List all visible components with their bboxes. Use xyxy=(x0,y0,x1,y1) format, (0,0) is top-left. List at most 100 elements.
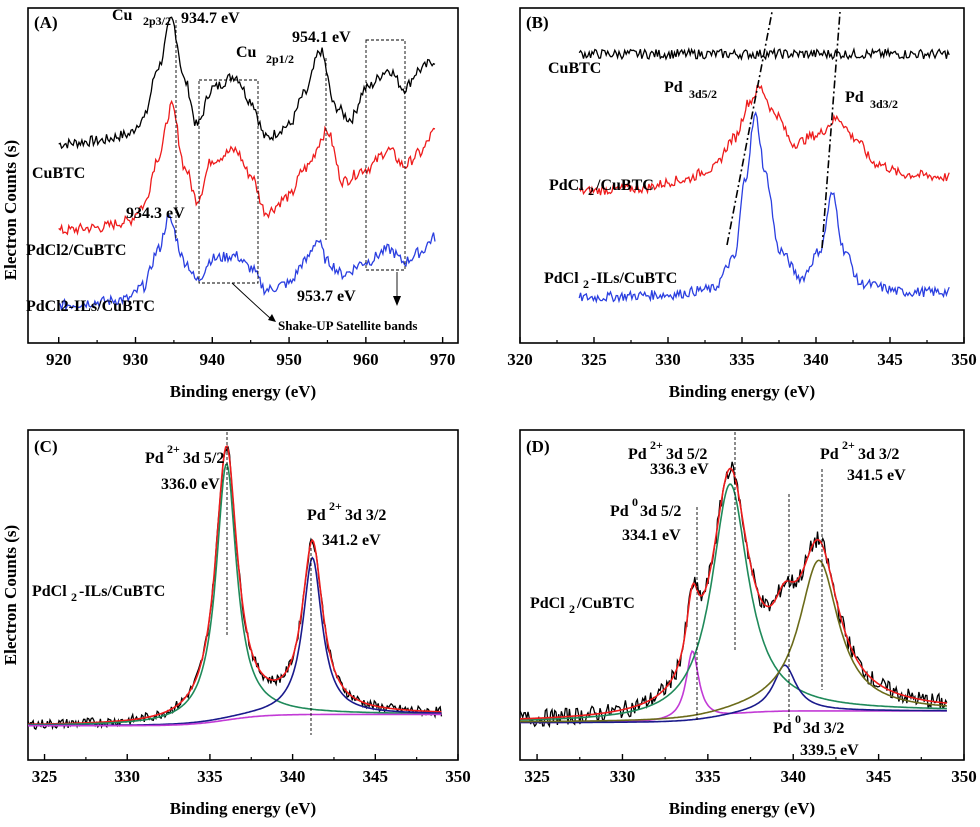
panel-b-xlabel: Binding energy (eV) xyxy=(669,382,815,401)
svg-text:/CuBTC: /CuBTC xyxy=(595,177,654,194)
panel-c-xaxis: 325 330 335 340 345 350 xyxy=(32,754,471,786)
svg-text:-ILs/CuBTC: -ILs/CuBTC xyxy=(591,270,677,287)
panel-a-ann-e2: 954.1 eV xyxy=(292,29,351,46)
panel-d-ann-3: Pd 0 3d 5/2 334.1 eV xyxy=(610,495,681,544)
svg-text:3d 5/2: 3d 5/2 xyxy=(183,450,224,467)
panel-d-label: (D) xyxy=(526,437,550,456)
panel-d-xaxis: 325 330 335 340 345 350 xyxy=(524,754,977,786)
panel-b-guides xyxy=(726,11,841,249)
panel-a-frame xyxy=(27,7,459,344)
panel-a: (A) Binding energy (eV) Electron Counts … xyxy=(1,7,459,401)
panel-a-xtick-label: 920 xyxy=(46,350,72,369)
panel-a-series-label-ils: PdCl2-ILs/CuBTC xyxy=(26,298,155,315)
svg-text:341.5 eV: 341.5 eV xyxy=(847,467,906,484)
panel-d-ann-1: Pd 2+ 3d 5/2 336.3 eV xyxy=(628,438,709,478)
panel-d-fit-olive xyxy=(520,559,947,723)
panel-a-guides xyxy=(175,20,406,322)
svg-text:Pd: Pd xyxy=(307,507,326,524)
panel-a-label: (A) xyxy=(34,13,58,32)
panel-a-xtick-label: 930 xyxy=(123,350,149,369)
panel-b-ann-pd35-sub: 3d5/2 xyxy=(689,87,717,101)
panel-a-xlabel: Binding energy (eV) xyxy=(170,382,316,401)
panel-d-fit-navy xyxy=(520,664,947,724)
svg-text:3d 5/2: 3d 5/2 xyxy=(640,503,681,520)
panel-c: (C) Binding energy (eV) Electron Counts … xyxy=(1,429,471,818)
svg-text:2: 2 xyxy=(583,277,589,291)
panel-d-xlabel: Binding energy (eV) xyxy=(669,799,815,818)
svg-text:3d 3/2: 3d 3/2 xyxy=(345,507,386,524)
svg-text:PdCl: PdCl xyxy=(544,270,579,287)
svg-text:PdCl: PdCl xyxy=(530,595,565,612)
svg-text:PdCl: PdCl xyxy=(32,583,67,600)
panel-d-xtick-label: 350 xyxy=(951,767,977,786)
panel-a-series-black xyxy=(58,16,436,150)
panel-a-xtick-label: 960 xyxy=(353,350,379,369)
panel-b-xtick-label: 340 xyxy=(803,350,829,369)
svg-text:336.3 eV: 336.3 eV xyxy=(650,461,709,478)
svg-text:0: 0 xyxy=(795,712,801,726)
panel-c-frame xyxy=(27,429,459,761)
svg-text:341.2 eV: 341.2 eV xyxy=(322,532,381,549)
panel-d-ann-4: Pd 0 3d 3/2 339.5 eV xyxy=(773,712,859,759)
panel-d: (D) Binding energy (eV) 325 330 335 340 345 3… xyxy=(519,429,977,818)
panel-c-xtick-label: 350 xyxy=(445,767,471,786)
panel-a-series-blue xyxy=(58,214,436,312)
panel-a-ann-e3: 934.3 eV xyxy=(126,205,185,222)
panel-b-xtick-label: 350 xyxy=(951,350,977,369)
panel-c-label: (C) xyxy=(34,437,58,456)
panel-b: (B) Binding energy (eV) 320 325 330 335 340 3… xyxy=(507,7,977,401)
svg-text:/CuBTC: /CuBTC xyxy=(576,595,635,612)
panel-c-xlabel: Binding energy (eV) xyxy=(170,799,316,818)
panel-c-guides xyxy=(226,432,312,735)
panel-b-ann-pd33-sub: 3d3/2 xyxy=(870,97,898,111)
panel-a-xtick-label: 970 xyxy=(430,350,456,369)
panel-d-ann-sample: PdCl 2 /CuBTC xyxy=(530,595,635,616)
panel-a-xaxis: 920 930 940 950 960 970 xyxy=(46,337,455,369)
panel-c-xtick-label: 335 xyxy=(197,767,223,786)
panel-d-frame xyxy=(519,429,965,761)
panel-b-ann-cubtc: CuBTC xyxy=(548,60,601,77)
svg-text:2: 2 xyxy=(588,184,594,198)
panel-d-xtick-label: 325 xyxy=(524,767,550,786)
panel-a-ann-cu2p32-sub: 2p3/2 xyxy=(143,14,171,28)
panel-c-ann-2: Pd 2+ 3d 3/2 341.2 eV xyxy=(307,499,386,549)
panel-d-xtick-label: 335 xyxy=(695,767,721,786)
panel-a-ann-shake: Shake-UP Satellite bands xyxy=(278,318,417,333)
svg-text:2+: 2+ xyxy=(329,499,342,513)
panel-d-fit-red xyxy=(520,467,947,720)
panel-a-ann-cu2p12-sub: 2p1/2 xyxy=(266,52,294,66)
svg-text:2+: 2+ xyxy=(167,442,180,456)
svg-text:3d 3/2: 3d 3/2 xyxy=(803,720,844,737)
panel-a-plot xyxy=(58,16,436,312)
panel-c-ylabel: Electron Counts (s) xyxy=(1,525,20,665)
panel-b-series-black xyxy=(578,46,950,62)
panel-b-plot xyxy=(578,46,950,304)
panel-c-fit-magenta xyxy=(28,713,442,727)
panel-c-xtick-label: 345 xyxy=(363,767,389,786)
panel-b-xtick-label: 320 xyxy=(507,350,533,369)
panel-a-series-red xyxy=(58,99,436,236)
panel-d-guides xyxy=(696,432,823,720)
panel-c-ann-sample: PdCl 2 -ILs/CuBTC xyxy=(32,583,165,604)
panel-b-xaxis: 320 325 330 335 340 345 350 xyxy=(507,337,977,369)
svg-text:Pd: Pd xyxy=(773,720,792,737)
svg-text:3d 3/2: 3d 3/2 xyxy=(858,446,899,463)
panel-c-plot xyxy=(27,444,443,731)
svg-text:2+: 2+ xyxy=(842,438,855,452)
panel-b-series-red xyxy=(578,84,950,196)
panel-c-xtick-label: 340 xyxy=(280,767,306,786)
panel-a-ylabel: Electron Counts (s) xyxy=(1,140,20,280)
panel-b-ann-pd33: Pd xyxy=(845,89,864,106)
panel-b-label: (B) xyxy=(526,13,549,32)
panel-b-ann-ils: PdCl 2 -ILs/CuBTC xyxy=(544,270,677,291)
svg-text:334.1 eV: 334.1 eV xyxy=(622,527,681,544)
panel-a-ann-cu2p12: Cu xyxy=(236,44,257,61)
panel-c-ann-1: Pd 2+ 3d 5/2 336.0 eV xyxy=(145,442,224,493)
panel-c-xtick-label: 325 xyxy=(32,767,58,786)
panel-a-ann-e1: 934.7 eV xyxy=(181,10,240,27)
panel-d-plot xyxy=(519,461,948,729)
panel-b-series-blue xyxy=(578,111,950,304)
svg-text:0: 0 xyxy=(632,495,638,509)
panel-a-xtick-label: 940 xyxy=(200,350,226,369)
svg-text:Pd: Pd xyxy=(610,503,629,520)
